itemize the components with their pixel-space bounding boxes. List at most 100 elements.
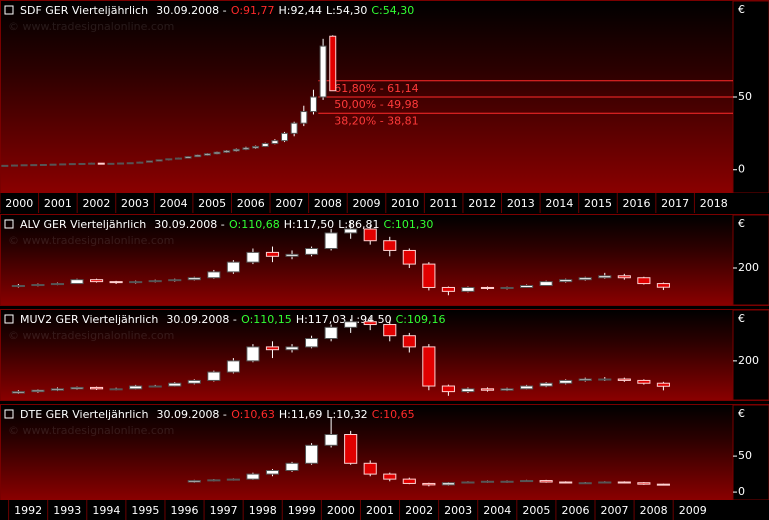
candle-body: [168, 382, 182, 387]
x-tick-label: 2001: [44, 197, 72, 210]
candle-body: [68, 163, 76, 166]
candle-body: [461, 481, 475, 484]
candle-body: [441, 286, 455, 292]
candle-body: [261, 143, 269, 147]
candle-body: [598, 481, 612, 484]
x-tick-label: 2002: [82, 197, 110, 210]
candle-body: [383, 240, 397, 251]
y-tick-label: 50: [738, 90, 752, 103]
candle-body: [146, 160, 153, 163]
watermark: © www.tradesignalonline.com: [8, 20, 174, 33]
candle-body: [539, 480, 553, 483]
x-tick-label: 2012: [468, 197, 496, 210]
x-tick-label: 2009: [679, 504, 707, 517]
x-tick-label: 2005: [198, 197, 226, 210]
candle-body: [246, 251, 260, 263]
candle-body: [50, 283, 65, 286]
x-tick-label: 1998: [249, 504, 277, 517]
candle-body: [129, 281, 143, 284]
candle-body: [265, 251, 280, 257]
y-tick-label: 200: [738, 261, 759, 274]
price-axis: [732, 309, 769, 401]
y-axis-label: €: [738, 312, 745, 325]
header-icon: [4, 219, 14, 229]
candle-body: [155, 159, 163, 162]
candle-body: [578, 277, 592, 281]
level-label: 61,80% - 61,14: [334, 82, 418, 95]
candle-body: [637, 482, 651, 485]
candle-body: [281, 132, 289, 142]
header-part: H:11,69: [279, 408, 322, 421]
candle-body: [194, 154, 202, 158]
y-tick-label: 0: [738, 163, 745, 176]
candle-body: [136, 161, 144, 164]
candle-body: [402, 249, 416, 265]
candle-body: [344, 321, 358, 328]
x-tick-label: 2001: [366, 504, 394, 517]
candle-body: [20, 164, 28, 167]
candle-body: [324, 434, 338, 446]
candle-body: [559, 379, 573, 384]
candle-body: [324, 232, 338, 250]
candle-body: [520, 285, 534, 288]
x-tick-label: 1992: [14, 504, 42, 517]
candle-body: [637, 277, 651, 285]
header-part: L:94,50: [350, 313, 391, 326]
candle-body: [344, 434, 358, 464]
x-tick-label: 2000: [5, 197, 33, 210]
header-part: C:10,65: [372, 408, 415, 421]
candle-body: [305, 444, 319, 464]
watermark: © www.tradesignalonline.com: [8, 234, 174, 247]
header-part: SDF GER Vierteljährlich: [20, 4, 148, 17]
candle-body: [187, 480, 201, 483]
candle-body: [232, 148, 240, 152]
candle-body: [31, 284, 45, 287]
header-part: 30.09.2008 -: [154, 218, 225, 231]
x-tick-label: 2006: [237, 197, 265, 210]
candle-body: [363, 228, 377, 242]
candle-body: [226, 360, 240, 373]
candle-body: [383, 324, 397, 337]
header-part: O:91,77: [231, 4, 275, 17]
candle-body: [480, 286, 495, 289]
x-tick-label: 2002: [405, 504, 433, 517]
header-part: 30.09.2008 -: [156, 4, 227, 17]
candle-body: [319, 45, 327, 98]
x-tick-label: 2009: [353, 197, 381, 210]
y-tick-label: 200: [738, 354, 759, 367]
candle-body: [88, 162, 96, 165]
candle-body: [207, 479, 221, 482]
header-part: L:54,30: [326, 4, 367, 17]
candle-body: [148, 385, 162, 388]
candle-body: [324, 326, 338, 340]
candle-body: [480, 388, 495, 391]
watermark: © www.tradesignalonline.com: [8, 424, 174, 437]
x-tick-label: 2018: [700, 197, 728, 210]
watermark: © www.tradesignalonline.com: [8, 329, 174, 342]
candle-body: [559, 279, 573, 283]
candle-body: [90, 279, 104, 283]
header-part: C:101,30: [384, 218, 434, 231]
header: DTE GER Vierteljährlich 30.09.2008 - O:10,…: [20, 408, 415, 421]
candle-body: [39, 163, 47, 166]
y-axis-label: €: [738, 3, 745, 16]
candle-body: [559, 481, 573, 484]
candle-body: [461, 286, 475, 292]
header-part: H:117,50: [284, 218, 334, 231]
candle-body: [539, 382, 553, 387]
x-tick-label: 2014: [545, 197, 573, 210]
candle-body: [11, 391, 25, 394]
y-tick-label: 0: [738, 485, 745, 498]
candle-body: [285, 462, 299, 471]
header-part: H:92,44: [279, 4, 322, 17]
candle-body: [226, 478, 240, 481]
candle-body: [305, 248, 319, 255]
candle-body: [59, 163, 67, 166]
candle-body: [31, 389, 45, 393]
candle-body: [402, 478, 416, 484]
candle-body: [148, 280, 162, 283]
x-tick-label: 2007: [275, 197, 303, 210]
x-tick-label: 2010: [391, 197, 419, 210]
candle-body: [165, 158, 173, 161]
